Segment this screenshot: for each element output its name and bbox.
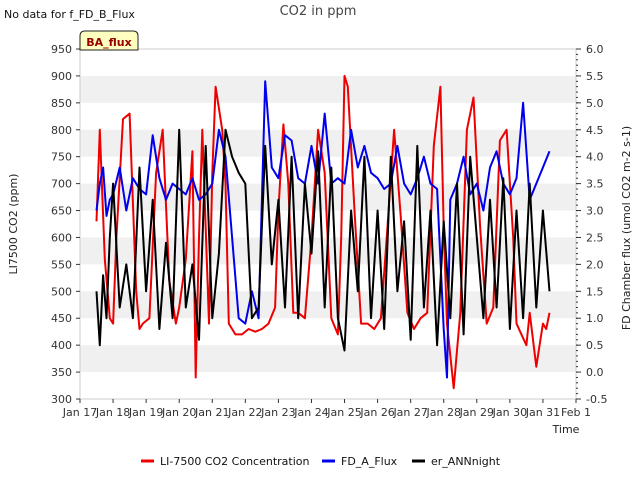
series-line-fd-a-flux	[95, 80, 551, 379]
y-tick-label: 700	[51, 178, 72, 191]
y2-tick-label: 2.0	[586, 258, 604, 271]
y2-tick-label: 1.0	[586, 312, 604, 325]
grid-band	[80, 75, 576, 103]
y2-tick-label: 4.0	[586, 151, 604, 164]
x-tick-label: Jan 17	[62, 406, 97, 419]
y2-tick-label: 0.0	[586, 366, 604, 379]
y-tick-label: 650	[51, 205, 72, 218]
legend: LI-7500 CO2 Concentration FD_A_Flux er_A…	[141, 455, 501, 468]
x-tick-label: Feb 1	[561, 406, 591, 419]
y-tick-label: 350	[51, 366, 72, 379]
x-tick-label: Jan 27	[392, 406, 427, 419]
y2-tick-label: -0.5	[586, 393, 607, 406]
x-tick-label: Jan 29	[459, 406, 494, 419]
y-tick-label: 900	[51, 70, 72, 83]
no-data-note: No data for f_FD_B_Flux	[4, 8, 135, 21]
y-tick-label: 550	[51, 258, 72, 271]
series-line-li-7500-co2-concentration	[95, 74, 551, 390]
plot-frame	[79, 48, 577, 400]
x-tick-label: Jan 24	[293, 406, 328, 419]
x-tick-label: Jan 31	[525, 406, 560, 419]
ba-flux-badge[interactable]: BA_flux	[79, 30, 139, 51]
y-tick-label: 600	[51, 231, 72, 244]
x-tick-label: Jan 26	[359, 406, 394, 419]
x-tick-label: Jan 23	[260, 406, 295, 419]
x-tick-label: Jan 19	[128, 406, 163, 419]
y-tick-label: 300	[51, 393, 72, 406]
badge-label: BA_flux	[86, 36, 131, 49]
y-tick-label: 800	[51, 124, 72, 137]
y-tick-label: 750	[51, 151, 72, 164]
y2-tick-label: 3.0	[586, 205, 604, 218]
x-tick-label: Jan 21	[194, 406, 229, 419]
y2-tick-label: 0.5	[586, 339, 604, 352]
x-tick-label: Jan 30	[492, 406, 527, 419]
x-tick-label: Jan 28	[426, 406, 461, 419]
y-tick-label: 400	[51, 339, 72, 352]
y-tick-label: 950	[51, 43, 72, 56]
right-axis-ticks: -0.5 0.0 0.5 1.0 1.5 2.0 2.5 3.0 3.5 4.0 4.5 5.0 5.5…	[576, 43, 607, 406]
y2-tick-label: 5.5	[586, 70, 604, 83]
x-tick-label: Jan 25	[326, 406, 361, 419]
legend-label-er-annnight: er_ANNnight	[431, 455, 501, 468]
legend-label-co2: LI-7500 CO2 Concentration	[160, 455, 310, 468]
chart-title: CO2 in ppm	[280, 4, 357, 19]
x-tick-label: Jan 18	[95, 406, 130, 419]
y2-tick-label: 2.5	[586, 231, 604, 244]
y2-axis-label: FD Chamber flux (umol CO2 m-2 s-1)	[620, 126, 633, 330]
x-axis-label: Time	[552, 423, 580, 436]
series-layer	[95, 74, 551, 390]
y2-tick-label: 5.0	[586, 97, 604, 110]
series-line-er-annnight	[95, 128, 551, 352]
grid-band	[80, 345, 576, 373]
y2-tick-label: 4.5	[586, 124, 604, 137]
grid-band	[80, 291, 576, 319]
y2-tick-label: 6.0	[586, 43, 604, 56]
y-axis-label: LI7500 CO2 (ppm)	[7, 174, 20, 275]
y2-tick-label: 1.5	[586, 285, 604, 298]
y-tick-label: 500	[51, 285, 72, 298]
badge-shape	[79, 30, 139, 51]
y-tick-label: 450	[51, 312, 72, 325]
y-tick-label: 850	[51, 97, 72, 110]
legend-label-fd-a-flux: FD_A_Flux	[341, 455, 398, 468]
x-tick-label: Jan 22	[227, 406, 262, 419]
left-axis-ticks: 300 350 400 450 500 550 600 650 700 750 800 850 900 9…	[51, 43, 80, 406]
x-tick-label: Jan 20	[161, 406, 196, 419]
y2-tick-label: 3.5	[586, 178, 604, 191]
